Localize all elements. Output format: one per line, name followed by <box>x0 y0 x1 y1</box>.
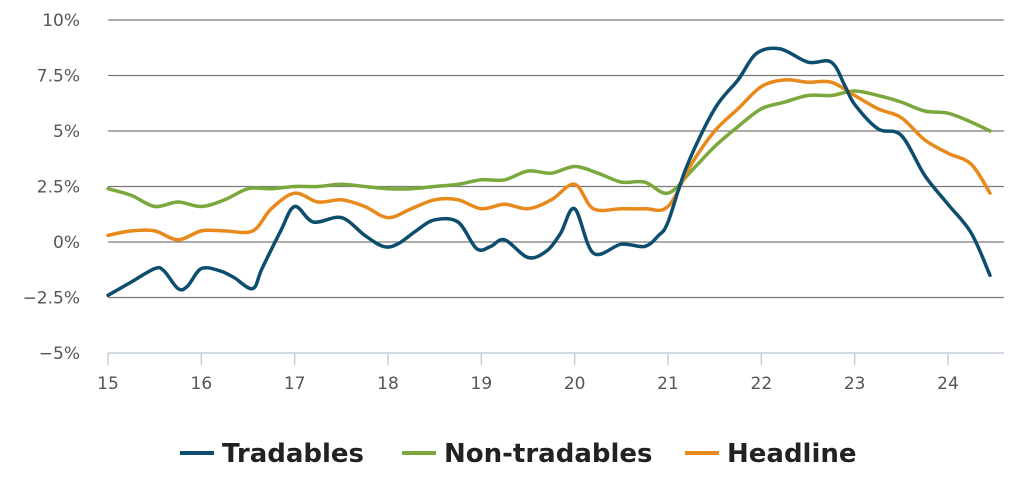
x-tick-label: 18 <box>377 374 399 394</box>
y-tick-label: 5% <box>53 122 80 142</box>
x-axis-ticks: 15 16 17 18 19 20 21 22 23 24 <box>97 353 959 394</box>
x-tick-label: 24 <box>937 374 959 394</box>
legend: Tradables Non-tradables Headline <box>180 439 857 469</box>
x-tick-label: 15 <box>97 374 119 394</box>
x-tick-label: 20 <box>564 374 586 394</box>
legend-label: Headline <box>727 439 857 469</box>
y-tick-label: 7.5% <box>37 67 80 87</box>
x-tick-label: 16 <box>191 374 213 394</box>
y-tick-label: 10% <box>42 11 80 31</box>
legend-label: Non-tradables <box>444 439 653 469</box>
x-tick-label: 19 <box>471 374 493 394</box>
x-tick-label: 21 <box>657 374 679 394</box>
series-line-tradables <box>106 46 992 298</box>
y-tick-label: −5% <box>39 344 80 364</box>
y-tick-label: 0% <box>53 233 80 253</box>
series-lines <box>106 46 992 298</box>
y-tick-label: −2.5% <box>23 289 80 309</box>
x-tick-label: 17 <box>284 374 306 394</box>
y-tick-label: 2.5% <box>37 178 80 198</box>
legend-label: Tradables <box>222 439 364 469</box>
gridlines <box>108 19 1004 354</box>
series-line-headline <box>106 78 992 242</box>
x-tick-label: 23 <box>844 374 866 394</box>
y-axis-ticks: 10% 7.5% 5% 2.5% 0% −2.5% −5% <box>23 11 80 364</box>
x-tick-label: 22 <box>751 374 773 394</box>
